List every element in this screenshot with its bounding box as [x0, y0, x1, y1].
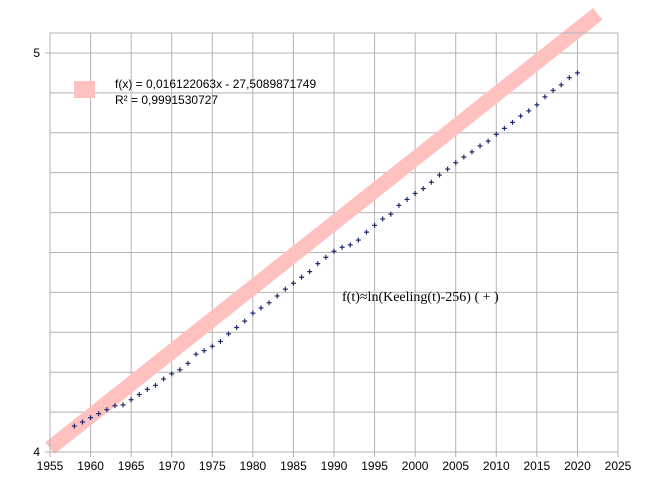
data-point: [445, 166, 451, 172]
data-point: [234, 324, 240, 330]
data-point: [339, 244, 345, 250]
x-tick-label: 2010: [483, 459, 510, 473]
data-point: [112, 403, 118, 409]
data-point: [420, 186, 426, 192]
data-point: [217, 338, 223, 344]
data-point: [209, 343, 215, 349]
legend-equation: f(x) = 0,016122063x - 27,5089871749: [115, 77, 316, 91]
data-point: [526, 108, 532, 114]
data-point: [266, 300, 272, 306]
data-point: [380, 216, 386, 222]
data-point: [404, 196, 410, 202]
trendline: [45, 8, 603, 455]
data-point: [71, 423, 77, 429]
data-point: [79, 419, 85, 425]
x-axis-ticks: 1955 1960 1965 1970 1975 1980 1985 1990 1995 2000…: [37, 452, 632, 473]
data-point: [461, 154, 467, 160]
x-tick-label: 1995: [361, 459, 388, 473]
x-tick-label: 1965: [118, 459, 145, 473]
legend: f(x) = 0,016122063x - 27,5089871749 R² =…: [74, 77, 316, 107]
data-point: [574, 70, 580, 76]
data-point: [315, 261, 321, 267]
x-tick-label: 1980: [240, 459, 267, 473]
data-point: [299, 274, 305, 280]
data-point: [363, 229, 369, 235]
data-point: [144, 386, 150, 392]
data-point: [566, 75, 572, 81]
data-point: [120, 402, 126, 408]
data-point: [485, 138, 491, 144]
data-point: [242, 318, 248, 324]
data-point: [355, 237, 361, 243]
x-tick-label: 1975: [199, 459, 226, 473]
data-point: [558, 82, 564, 88]
annotation-formula: f(t)≈ln(Keeling(t)-256) ( + ): [342, 290, 499, 305]
x-tick-label: 2015: [524, 459, 551, 473]
data-point: [323, 254, 329, 260]
data-point: [185, 360, 191, 366]
data-point: [453, 160, 459, 166]
x-tick-label: 2025: [605, 459, 632, 473]
data-point: [493, 131, 499, 137]
legend-swatch: [74, 81, 95, 98]
data-point: [436, 172, 442, 178]
data-point: [550, 87, 556, 93]
data-point: [128, 397, 134, 403]
data-point: [542, 94, 548, 100]
y-axis-ticks: 45: [33, 46, 50, 459]
data-point: [412, 190, 418, 196]
data-point: [193, 351, 199, 357]
data-point: [510, 119, 516, 125]
x-tick-label: 2005: [442, 459, 469, 473]
x-tick-label: 1990: [321, 459, 348, 473]
data-point: [469, 149, 475, 155]
data-point: [290, 280, 296, 286]
x-tick-label: 1970: [158, 459, 185, 473]
legend-r-squared: R² = 0,9991530727: [115, 93, 218, 107]
data-point: [331, 248, 337, 254]
data-points: [71, 70, 580, 429]
data-point: [274, 293, 280, 299]
data-point: [282, 286, 288, 292]
x-tick-label: 1985: [280, 459, 307, 473]
data-point: [388, 211, 394, 217]
data-point: [250, 310, 256, 316]
x-tick-label: 2000: [402, 459, 429, 473]
data-point: [534, 102, 540, 108]
data-point: [428, 179, 434, 185]
x-tick-label: 1955: [37, 459, 64, 473]
data-point: [396, 202, 402, 208]
data-point: [136, 392, 142, 398]
x-tick-label: 1960: [77, 459, 104, 473]
data-point: [201, 348, 207, 354]
data-point: [258, 305, 264, 311]
data-point: [347, 242, 353, 248]
data-point: [161, 376, 167, 382]
data-point: [152, 382, 158, 388]
data-point: [518, 113, 524, 119]
data-point: [372, 222, 378, 228]
data-point: [501, 125, 507, 131]
data-point: [226, 331, 232, 337]
data-point: [177, 367, 183, 373]
y-tick-label: 4: [33, 445, 40, 459]
data-point: [96, 411, 102, 417]
data-point: [169, 371, 175, 377]
trendline-layer: [45, 8, 603, 455]
data-point: [104, 407, 110, 413]
data-point: [477, 143, 483, 149]
data-point: [88, 415, 94, 421]
y-tick-label: 5: [33, 46, 40, 60]
x-tick-label: 2020: [564, 459, 591, 473]
data-point: [307, 269, 313, 275]
